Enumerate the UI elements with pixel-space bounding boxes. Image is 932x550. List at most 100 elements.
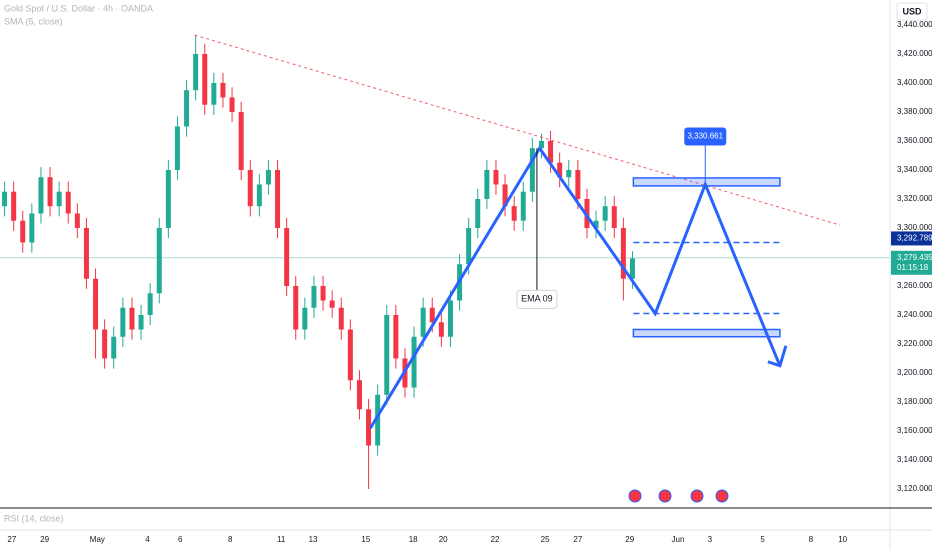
candle-body: [484, 169, 490, 199]
x-tick-label: 20: [439, 535, 448, 544]
candle-body: [366, 409, 372, 446]
candle-body: [611, 206, 617, 228]
currency[interactable]: USD: [902, 6, 922, 16]
countdown: 01:15:18: [897, 263, 929, 272]
candle-body: [356, 380, 362, 410]
y-tick-label: 3,240.000: [897, 310, 932, 319]
currency-button[interactable]: [896, 2, 928, 21]
candle-body: [575, 169, 581, 199]
price-zone: [632, 328, 781, 338]
y-tick-label: 3,380.000: [897, 107, 932, 116]
y-tick-label: 3,160.000: [897, 426, 932, 435]
candle-body: [65, 191, 71, 214]
candle-body: [74, 213, 80, 228]
candle-body: [38, 177, 44, 214]
x-tick-label: 27: [573, 535, 582, 544]
candle-body: [502, 184, 508, 207]
y-tick-label: 3,180.000: [897, 397, 932, 406]
x-tick-label: 15: [361, 535, 370, 544]
candle-body: [256, 184, 262, 207]
candle-body: [11, 191, 17, 221]
candle-body: [629, 258, 635, 279]
y-tick-label: 3,140.000: [897, 455, 932, 464]
x-tick-label: 8: [809, 535, 814, 544]
candle-body: [338, 307, 344, 330]
candle-body: [620, 227, 626, 279]
y-tick-label: 3,200.000: [897, 368, 932, 377]
y-tick-label: 3,420.000: [897, 49, 932, 58]
candle-body: [111, 336, 117, 359]
x-tick-label: 13: [309, 535, 318, 544]
x-tick-label: 5: [760, 535, 765, 544]
candle-body: [447, 300, 453, 337]
candle-body: [602, 206, 608, 221]
candle-body: [384, 314, 390, 395]
candle-body: [220, 82, 226, 98]
candle-body: [29, 213, 35, 243]
last-price-box: [891, 250, 932, 275]
candle-body: [129, 307, 135, 330]
candle-body: [238, 111, 244, 170]
event-icons: [628, 489, 729, 503]
marked-price-box: [891, 231, 932, 246]
candle-body: [466, 227, 472, 265]
x-tick-label: 22: [491, 535, 500, 544]
callout-box: [516, 289, 558, 309]
candle-body: [420, 307, 426, 337]
x-tick-label: Jun: [672, 535, 685, 544]
y-tick-label: 3,300.000: [897, 223, 932, 232]
candle-body: [329, 300, 335, 308]
y-tick-label: 3,360.000: [897, 136, 932, 145]
candle-body: [275, 169, 281, 228]
candle-body: [211, 82, 217, 105]
candle-body: [493, 169, 499, 185]
candle-body: [56, 191, 62, 207]
trendline: [194, 34, 841, 226]
target-label: 3,330.661: [687, 132, 723, 141]
x-tick-label: 18: [409, 535, 418, 544]
x-tick-label: 10: [838, 535, 847, 544]
y-tick-label: 3,120.000: [897, 484, 932, 493]
candle-body: [265, 169, 271, 185]
rsi-label: RSI (14, close): [4, 513, 64, 523]
candle-body: [393, 314, 399, 359]
candle-body: [520, 191, 526, 221]
arrow-head: [767, 345, 788, 368]
candle-body: [229, 97, 235, 112]
projection-path: [369, 145, 782, 429]
x-tick-label: 8: [228, 535, 233, 544]
candle-body: [174, 126, 180, 170]
chart-title: Gold Spot / U.S. Dollar · 4h · OANDA: [4, 3, 153, 13]
candle-body: [147, 293, 153, 315]
y-tick-label: 3,400.000: [897, 78, 932, 87]
x-tick-label: May: [90, 535, 105, 544]
candle-body: [475, 198, 481, 228]
candle-body: [2, 191, 8, 207]
y-tick-label: 3,320.000: [897, 194, 932, 203]
x-tick-label: 29: [625, 535, 634, 544]
candle-body: [347, 329, 353, 381]
marked-price-label: 3,292.789: [897, 234, 932, 243]
candle-body: [411, 336, 417, 388]
candle-body: [284, 227, 290, 286]
candle-body: [120, 307, 126, 337]
candle-body: [202, 53, 208, 105]
candle-body: [593, 220, 599, 228]
y-tick-label: 3,260.000: [897, 281, 932, 290]
x-tick-label: 4: [145, 535, 150, 544]
x-tick-label: 11: [277, 535, 286, 544]
candle-body: [83, 227, 89, 279]
target-box: [684, 127, 727, 146]
candle-body: [165, 169, 171, 228]
x-tick-label: 25: [541, 535, 550, 544]
callout-text: EMA 09: [521, 294, 553, 304]
candle-body: [193, 53, 199, 91]
candle-body: [102, 329, 108, 359]
candle-body: [548, 140, 554, 163]
candle-body: [93, 278, 99, 330]
candle-body: [20, 220, 26, 243]
candle-body: [320, 285, 326, 301]
y-tick-label: 3,440.000: [897, 20, 932, 29]
candle-body: [293, 285, 299, 330]
